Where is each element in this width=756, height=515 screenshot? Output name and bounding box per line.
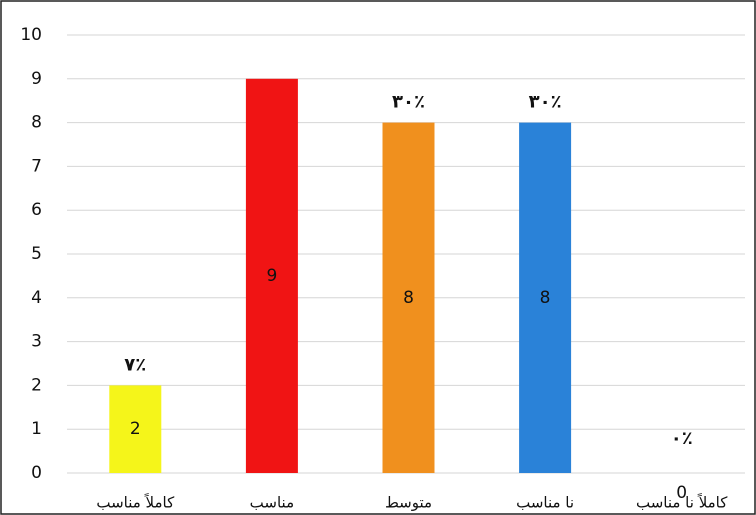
x-tick-label: نا مناسب [516, 494, 574, 512]
y-tick-label: 7 [31, 156, 42, 176]
y-tick-label: 3 [31, 332, 42, 352]
x-tick-label: کاملاً مناسب [96, 492, 175, 511]
y-tick-label: 4 [31, 288, 42, 308]
percent-label: ۳۰٪ [529, 92, 562, 113]
y-tick-label: 9 [31, 69, 42, 89]
y-tick-label: 6 [31, 200, 42, 220]
x-tick-label: متوسط [385, 494, 432, 512]
bar [245, 78, 298, 474]
y-tick-label: 0 [31, 463, 42, 483]
data-label: 8 [540, 288, 551, 308]
y-tick-label: 8 [31, 113, 42, 133]
data-label: 8 [403, 288, 414, 308]
percent-label: ۰٪ [671, 428, 693, 449]
bar [519, 122, 572, 473]
data-label: 0 [676, 483, 687, 503]
x-tick-label: کاملاً نا مناسب [636, 492, 728, 511]
data-label: 2 [130, 419, 141, 439]
bar [109, 385, 162, 473]
y-tick-label: 1 [31, 419, 42, 439]
percent-label: ۳۰٪ [392, 92, 425, 113]
percent-label: ۷٪ [124, 354, 146, 375]
data-label: 9 [266, 266, 277, 286]
y-tick-label: 2 [31, 375, 42, 395]
bar [382, 122, 435, 473]
y-tick-label: 5 [31, 244, 42, 264]
x-tick-label: مناسب [250, 494, 294, 512]
y-tick-label: 10 [20, 25, 42, 45]
